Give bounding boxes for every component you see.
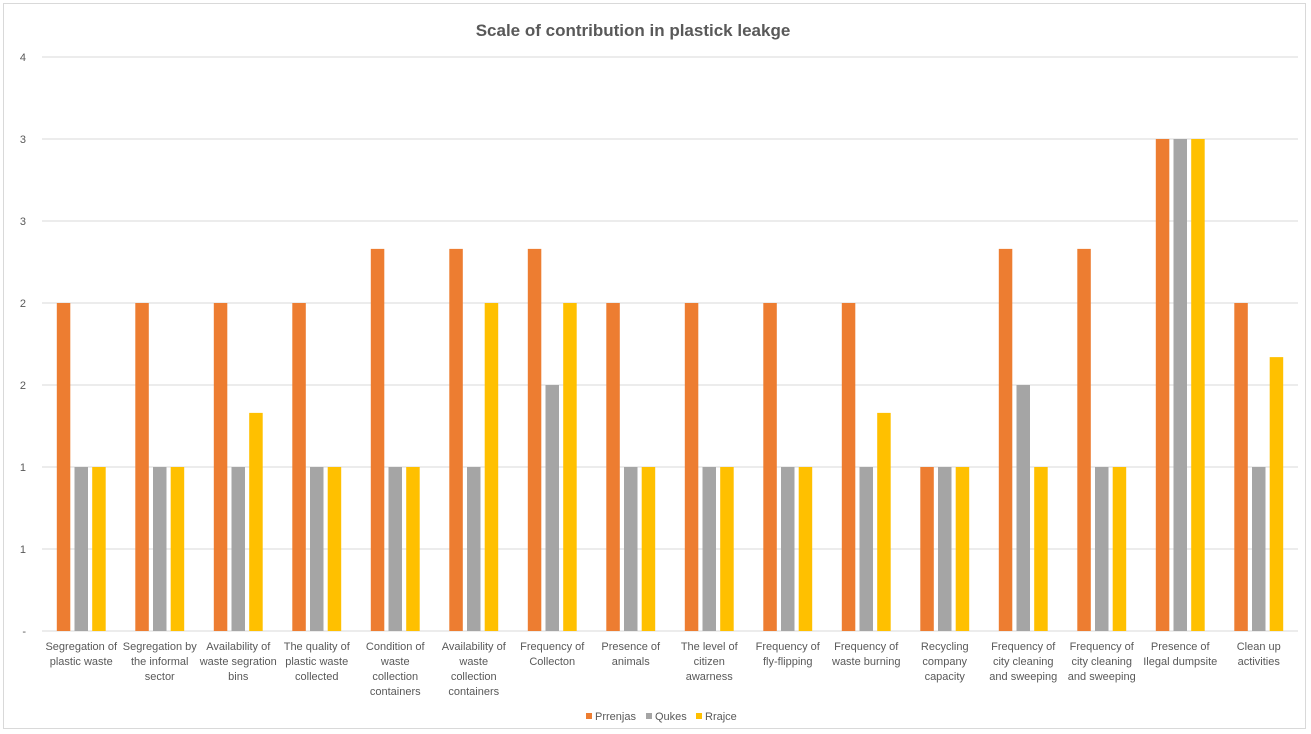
bar-qukes	[74, 467, 88, 631]
x-tick-label: Frequency of fly-flipping	[756, 641, 821, 668]
x-tick-label: Frequency of waste burning	[831, 641, 901, 668]
x-tick-label: Presence of Ilegal dumpsite	[1143, 641, 1217, 668]
bar-qukes	[1016, 385, 1030, 631]
bar-prrenjas	[841, 303, 856, 631]
x-tick-label: Segregation by the informal sector	[123, 641, 197, 683]
bar-prrenjas	[213, 303, 228, 631]
legend-swatch-rrajce	[696, 713, 702, 719]
x-tick-label: Clean up activities	[1237, 641, 1281, 668]
bar-rrajce	[563, 303, 577, 631]
bar-rrajce	[484, 303, 499, 631]
bar-qukes	[859, 467, 873, 631]
bar-qukes	[1173, 139, 1187, 631]
bar-qukes	[467, 467, 481, 631]
bar-prrenjas	[370, 248, 385, 631]
x-tick-label: Presence of animals	[601, 641, 661, 668]
x-tick-label: Availability of waste collection containers	[442, 641, 507, 698]
bar-prrenjas	[684, 303, 699, 631]
bar-prrenjas	[292, 303, 306, 631]
bar-rrajce	[1112, 467, 1127, 631]
y-tick-label: 3	[20, 134, 26, 146]
bar-rrajce	[170, 467, 185, 631]
legend-label-prrenjas: Prrenjas	[595, 711, 636, 723]
bar-rrajce	[92, 467, 106, 631]
bar-qukes	[388, 467, 402, 631]
x-tick-label: Frequency of Collecton	[520, 641, 585, 668]
y-tick-label: 3	[20, 216, 26, 228]
legend-label-rrajce: Rrajce	[705, 711, 737, 723]
bar-rrajce	[1191, 139, 1205, 631]
bar-qukes	[310, 467, 324, 631]
bar-qukes	[938, 467, 952, 631]
x-tick-label: Segregation of plastic waste	[45, 641, 117, 668]
bar-qukes	[1252, 467, 1266, 631]
bar-rrajce	[327, 467, 342, 631]
bar-qukes	[1095, 467, 1109, 631]
bar-qukes	[781, 467, 795, 631]
x-tick-label: The quality of plastic waste collected	[284, 641, 351, 683]
bar-rrajce	[1034, 467, 1048, 631]
bar-prrenjas	[56, 303, 71, 631]
x-tick-label: Frequency of city cleaning and sweeping	[989, 641, 1057, 683]
chart-title: Scale of contribution in plastick leakge	[476, 21, 791, 40]
x-tick-label: Availability of waste segration bins	[199, 641, 277, 683]
x-tick-label: The level of citizen awarness	[681, 641, 739, 683]
x-tick-label: Recycling company capacity	[921, 641, 969, 683]
y-tick-label: 1	[20, 544, 26, 556]
bar-rrajce	[641, 467, 656, 631]
y-tick-label: 4	[20, 52, 26, 64]
legend-swatch-qukes	[646, 713, 652, 719]
bar-rrajce	[1269, 357, 1284, 631]
y-tick-label: 2	[20, 380, 26, 392]
bar-qukes	[624, 467, 638, 631]
bar-prrenjas	[998, 248, 1013, 631]
bar-prrenjas	[135, 303, 149, 631]
bar-prrenjas	[606, 303, 620, 631]
bar-qukes	[545, 385, 559, 631]
x-tick-label: Frequency of city cleaning and sweeping	[1068, 641, 1136, 683]
bar-qukes	[231, 467, 245, 631]
y-tick-label: -	[22, 626, 26, 638]
bar-prrenjas	[1234, 303, 1248, 631]
x-tick-label: Condition of waste collection containers	[366, 641, 426, 698]
bar-qukes	[153, 467, 167, 631]
y-tick-label: 1	[20, 462, 26, 474]
bar-rrajce	[406, 467, 420, 631]
legend-swatch-prrenjas	[586, 713, 592, 719]
bar-rrajce	[249, 412, 263, 631]
bar-rrajce	[877, 412, 891, 631]
y-tick-label: 2	[20, 298, 26, 310]
bar-rrajce	[955, 467, 970, 631]
bar-prrenjas	[527, 248, 542, 631]
bar-rrajce	[798, 467, 813, 631]
bar-rrajce	[720, 467, 734, 631]
bar-prrenjas	[763, 303, 777, 631]
bar-prrenjas	[1077, 248, 1091, 631]
bar-qukes	[702, 467, 716, 631]
legend-label-qukes: Qukes	[655, 711, 687, 723]
bar-prrenjas	[1155, 139, 1170, 631]
bar-prrenjas	[449, 248, 463, 631]
bar-prrenjas	[920, 467, 934, 631]
